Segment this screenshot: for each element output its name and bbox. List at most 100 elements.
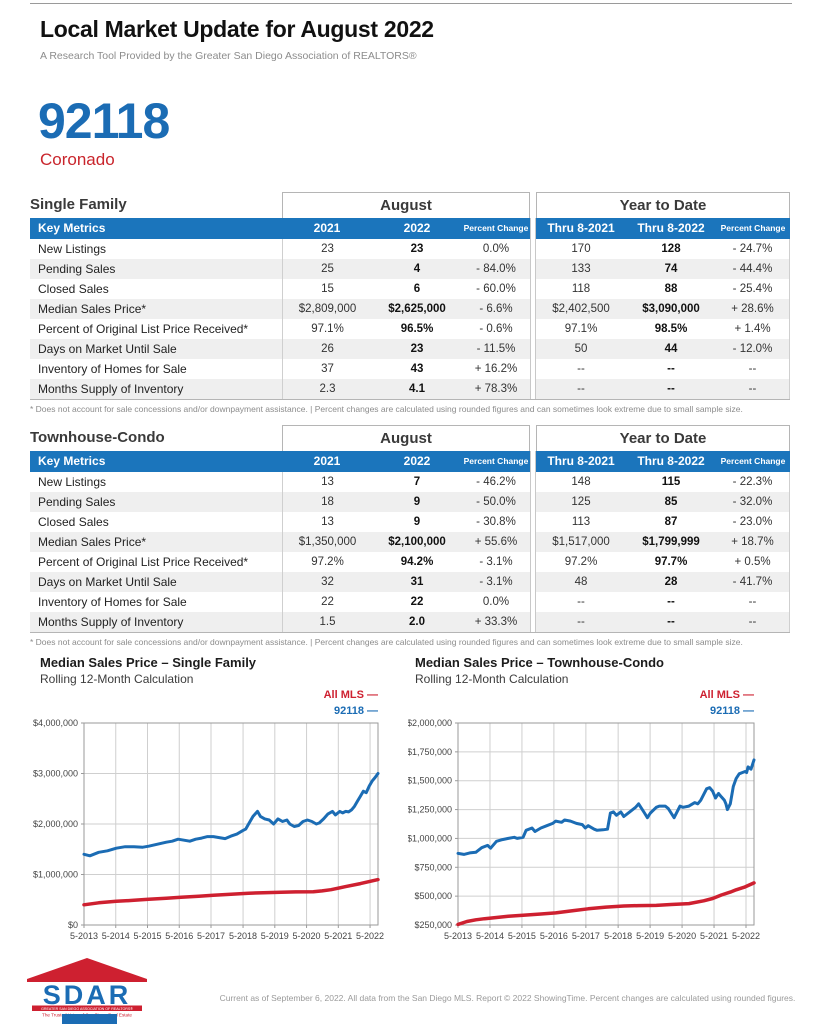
value-percent-change: - 32.0% — [716, 492, 790, 512]
x-axis-tick-label: 5-2020 — [668, 931, 696, 941]
y-axis-tick-label: $3,000,000 — [33, 769, 78, 779]
value-percent-change: + 78.3% — [462, 379, 530, 399]
x-axis-tick-label: 5-2017 — [197, 931, 225, 941]
value-percent-change: - 3.1% — [462, 572, 530, 592]
col-header-2022: 2022 — [372, 451, 462, 472]
table-row: Pending Sales 25 4- 84.0% 133 74- 44.4% — [30, 259, 790, 279]
legend-zip: 92118 — — [333, 705, 378, 717]
single-family-table: Single Family August Year to Date Key Me… — [30, 192, 790, 414]
metric-label: Median Sales Price* — [30, 299, 282, 319]
sdar-logo-bar — [32, 1005, 142, 1011]
table-row: Closed Sales 13 9 - 30.8% 113 87 - 23.0% — [30, 512, 790, 532]
value-percent-change: -- — [716, 379, 790, 399]
metric-label: Percent of Original List Price Received* — [38, 322, 249, 336]
metric-label: New Listings — [38, 475, 107, 489]
row-gap — [530, 512, 536, 532]
value-percent-change: - 11.5% — [462, 339, 530, 359]
col-header-percent-change: Percent Change — [716, 218, 790, 239]
table-row: Closed Sales 15 6 - 60.0% 118 88 - 25.4% — [30, 279, 790, 299]
table-band: Townhouse-Condo August Year to Date — [30, 425, 790, 452]
legend-dash-blue-icon: — — [743, 705, 754, 717]
y-axis-tick-label: $2,000,000 — [33, 819, 78, 829]
series-line-92118 — [82, 772, 380, 858]
value-thru-2022: 85 — [626, 492, 716, 512]
value-thru-2021: 118 — [571, 283, 591, 295]
value-2021: 13 — [282, 512, 372, 532]
value-2022: $2,625,000 — [372, 299, 462, 319]
row-gap — [530, 552, 536, 572]
value-percent-change: - 44.4% — [716, 259, 790, 279]
col-header-thru-2022: Thru 8-2022 — [626, 451, 716, 472]
single-family-chart: 5-2013 5-2014 5-2015 5-2016 5-2017 5-2018 5-20… — [33, 718, 384, 941]
value-2022: 6 — [413, 283, 421, 295]
value-thru-2021: 125 — [536, 492, 626, 512]
value-percent-change: 0.0% — [482, 243, 510, 255]
value-percent-change: - 30.8% — [476, 516, 516, 528]
value-percent-change: - 23.0% — [716, 512, 790, 532]
value-percent-change: - 12.0% — [716, 339, 790, 359]
metric-label: Months Supply of Inventory — [30, 612, 282, 632]
x-axis-tick-label: 5-2020 — [293, 931, 321, 941]
y-axis-tick-label: $1,500,000 — [408, 776, 452, 786]
value-percent-change: + 55.6% — [462, 532, 530, 552]
value-percent-change: -- — [716, 612, 790, 632]
x-axis-tick-label: 5-2014 — [476, 931, 504, 941]
table-row: Median Sales Price* $2,809,000 $2,625,000-… — [30, 299, 790, 319]
row-gap — [530, 339, 536, 359]
value-thru-2021: 48 — [536, 572, 626, 592]
metric-label: Closed Sales — [38, 515, 109, 529]
sdar-logo-roof-icon — [27, 958, 147, 982]
value-thru-2022: 28 — [626, 572, 716, 592]
value-percent-change: - 0.6% — [479, 323, 513, 335]
legend-zip: 92118 — — [709, 705, 754, 717]
value-2022: 7 — [413, 476, 421, 488]
value-thru-2022: $1,799,999 — [626, 532, 716, 552]
value-2021: 2.3 — [282, 379, 372, 399]
metric-label: Inventory of Homes for Sale — [38, 595, 187, 609]
metric-label: Pending Sales — [30, 492, 282, 512]
value-thru-2022: 74 — [626, 259, 716, 279]
value-2022: 22 — [410, 596, 424, 608]
report-subtitle: A Research Tool Provided by the Greater … — [40, 50, 417, 62]
table-title: Single Family — [30, 196, 127, 213]
value-2022: 4 — [372, 259, 462, 279]
x-axis-tick-label: 5-2018 — [229, 931, 257, 941]
chart-legend: All MLS — 92118 — — [200, 687, 378, 719]
value-thru-2022: 115 — [661, 476, 681, 488]
value-2021: 18 — [282, 492, 372, 512]
table-row: Months Supply of Inventory 2.3 4.1 + 78.3% -… — [30, 379, 790, 399]
value-thru-2022: $3,090,000 — [626, 299, 716, 319]
y-axis-tick-label: $1,750,000 — [408, 747, 452, 757]
row-gap — [530, 472, 536, 492]
value-thru-2021: $2,402,500 — [536, 299, 626, 319]
area-name: Coronado — [40, 150, 115, 169]
header-gap — [530, 218, 536, 239]
x-axis-tick-label: 5-2015 — [133, 931, 161, 941]
value-2021: 26 — [282, 339, 372, 359]
value-percent-change: -- — [716, 359, 790, 379]
series-line-all-mls — [82, 877, 380, 907]
sdar-logo-bar-text: GREATER SAN DIEGO ASSOCIATION OF REALTOR… — [41, 1007, 133, 1011]
x-axis-tick-label: 5-2021 — [700, 931, 728, 941]
header-gap — [530, 451, 536, 472]
value-2022: 94.2% — [400, 556, 434, 568]
value-thru-2022: -- — [667, 596, 675, 608]
value-thru-2022: -- — [667, 363, 675, 375]
row-gap — [530, 279, 536, 299]
value-percent-change: - 41.7% — [716, 572, 790, 592]
metric-label: Median Sales Price* — [30, 532, 282, 552]
col-header-thru-2022: Thru 8-2022 — [626, 218, 716, 239]
value-percent-change: - 6.6% — [462, 299, 530, 319]
y-axis-tick-label: $0 — [68, 920, 78, 930]
metric-label: New Listings — [38, 242, 107, 256]
table-row: Pending Sales 18 9- 50.0% 125 85- 32.0% — [30, 492, 790, 512]
row-gap — [530, 612, 536, 632]
col-header-thru-2021: Thru 8-2021 — [536, 451, 626, 472]
value-2021: 32 — [282, 572, 372, 592]
value-thru-2022: -- — [626, 612, 716, 632]
legend-dash-blue-icon: — — [367, 705, 378, 717]
x-axis-tick-label: 5-2019 — [636, 931, 664, 941]
value-percent-change: 0.0% — [482, 596, 510, 608]
row-gap — [530, 592, 536, 612]
